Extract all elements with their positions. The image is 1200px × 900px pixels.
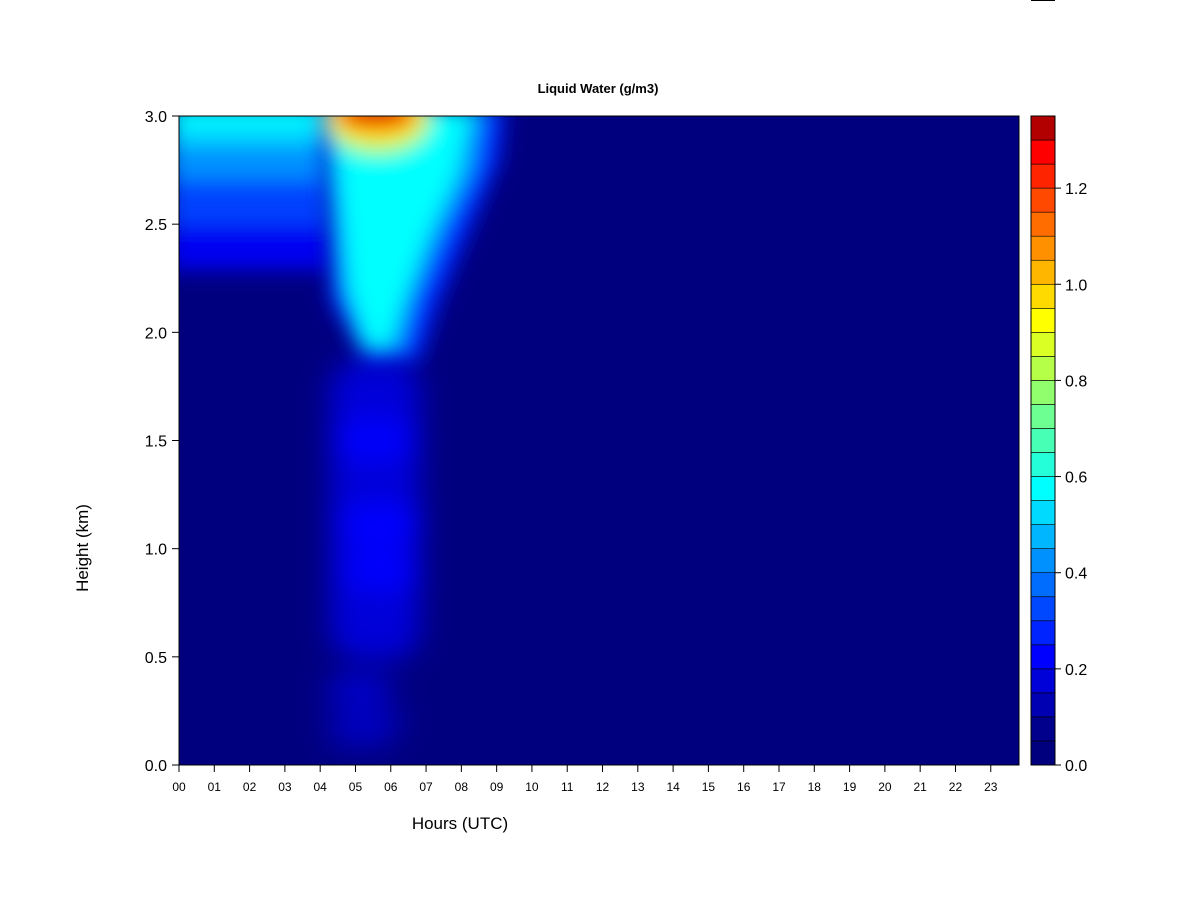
- colorbar-tick-label: 0.0: [1065, 758, 1087, 775]
- x-tick-label: 16: [737, 780, 751, 794]
- colorbar-swatch: [1030, 452, 1056, 477]
- colorbar-swatch: [1030, 476, 1056, 501]
- colorbar-swatch: [1030, 716, 1056, 742]
- colorbar-swatch: [1030, 572, 1056, 598]
- colorbar-swatch: [1030, 139, 1056, 165]
- colorbar-swatch: [1030, 307, 1056, 333]
- plot-area: [178, 115, 1020, 766]
- x-tick-label: 04: [313, 780, 327, 794]
- colorbar-tick-label: 0.6: [1065, 470, 1087, 487]
- y-tick-label: 0.5: [145, 650, 167, 667]
- colorbar-swatch: [1030, 620, 1056, 646]
- colorbar-swatch: [1030, 404, 1056, 429]
- y-axis-label: Height (km): [73, 504, 92, 592]
- colorbar-tick-label: 1.0: [1065, 277, 1087, 294]
- y-axis: 0.0 0.5 1.0 1.5 2.0 2.5 3.0: [145, 109, 179, 775]
- x-tick-label: 10: [525, 780, 539, 794]
- colorbar-swatch: [1030, 500, 1056, 525]
- x-axis: 00 01 02 03 04 05 06 07 08 09 10 11 12 13 14 15 16 17 18 19…: [172, 765, 998, 794]
- colorbar-swatch: [1030, 596, 1056, 622]
- colorbar-swatch: [1030, 115, 1056, 141]
- colorbar: 0.0 0.2 0.4 0.6 0.8 1.0 1.2: [1030, 115, 1087, 775]
- colorbar-swatch: [1030, 428, 1056, 453]
- x-tick-label: 12: [596, 780, 610, 794]
- colorbar-swatch: [1030, 524, 1056, 549]
- x-tick-label: 03: [278, 780, 292, 794]
- y-tick-label: 3.0: [145, 109, 167, 126]
- x-tick-label: 14: [666, 780, 680, 794]
- colorbar-tick-label: 1.2: [1065, 181, 1087, 198]
- colorbar-frame: [1030, 115, 1056, 766]
- x-tick-label: 23: [984, 780, 998, 794]
- y-tick-label: 1.0: [145, 542, 167, 559]
- x-tick-label: 00: [172, 780, 186, 794]
- colorbar-swatch: [1030, 644, 1056, 670]
- colorbar-swatch: [1030, 380, 1056, 405]
- colorbar-swatch: [1030, 211, 1056, 237]
- colorbar-tick-label: 0.2: [1065, 662, 1087, 679]
- y-tick-label: 2.0: [145, 325, 167, 342]
- x-tick-label: 13: [631, 780, 645, 794]
- x-axis-label: Hours (UTC): [412, 814, 508, 833]
- colorbar-swatch: [1030, 548, 1056, 574]
- colorbar-tick-label: 0.8: [1065, 373, 1087, 390]
- colorbar-swatch: [1030, 332, 1056, 357]
- x-tick-label: 19: [843, 780, 857, 794]
- x-tick-label: 17: [772, 780, 786, 794]
- colorbar-swatch: [1030, 668, 1056, 694]
- chart-title: Liquid Water (g/m3): [538, 81, 659, 96]
- x-tick-label: 05: [349, 780, 363, 794]
- y-tick-label: 0.0: [145, 758, 167, 775]
- colorbar-tick-label: 0.4: [1065, 566, 1087, 583]
- x-tick-label: 21: [913, 780, 927, 794]
- y-tick-label: 2.5: [145, 217, 167, 234]
- y-tick-label: 1.5: [145, 434, 167, 451]
- x-tick-label: 09: [490, 780, 504, 794]
- colorbar-swatch: [1030, 187, 1056, 213]
- x-tick-label: 20: [878, 780, 892, 794]
- colorbar-swatch: [1030, 356, 1056, 381]
- colorbar-swatch: [1030, 259, 1056, 285]
- colorbar-swatch: [1030, 235, 1056, 261]
- x-tick-label: 18: [808, 780, 822, 794]
- x-tick-label: 22: [949, 780, 963, 794]
- x-tick-label: 01: [208, 780, 222, 794]
- liquid-water-field: [179, 116, 505, 750]
- x-tick-label: 11: [561, 780, 574, 794]
- colorbar-swatch: [1030, 163, 1056, 189]
- colorbar-swatch: [1030, 740, 1056, 766]
- x-tick-label: 15: [702, 780, 716, 794]
- colorbar-swatch: [1030, 692, 1056, 718]
- x-tick-label: 07: [419, 780, 433, 794]
- x-tick-label: 06: [384, 780, 398, 794]
- x-tick-label: 08: [455, 780, 469, 794]
- corner-mark: [1031, 0, 1055, 1]
- colorbar-swatch: [1030, 283, 1056, 309]
- x-tick-label: 02: [243, 780, 257, 794]
